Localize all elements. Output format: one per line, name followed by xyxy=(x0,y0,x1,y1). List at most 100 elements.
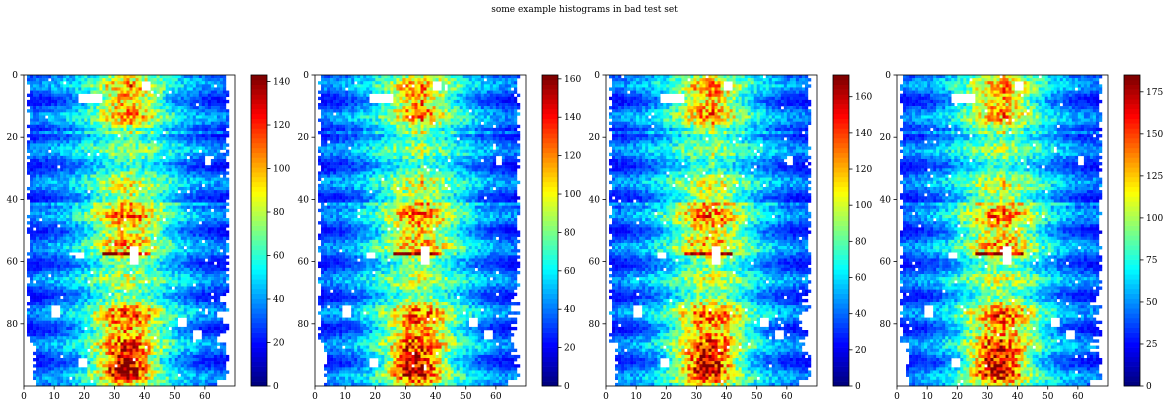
heatmap-cell xyxy=(217,103,220,106)
heatmap-cell xyxy=(181,218,184,221)
heatmap-cell xyxy=(72,290,75,293)
heatmap-cell xyxy=(205,175,208,178)
heatmap-cell xyxy=(60,147,63,150)
heatmap-cell xyxy=(99,311,102,314)
heatmap-cell xyxy=(172,215,175,218)
heatmap-cell xyxy=(169,268,172,271)
heatmap-cell xyxy=(57,231,60,234)
heatmap-cell xyxy=(133,221,136,224)
heatmap-cell xyxy=(220,240,223,243)
heatmap-cell xyxy=(69,311,72,314)
heatmap-cell xyxy=(96,215,99,218)
heatmap-cell xyxy=(226,134,229,137)
heatmap-cell xyxy=(96,178,99,181)
heatmap-cell xyxy=(154,308,157,311)
heatmap-cell xyxy=(178,178,181,181)
heatmap-cell xyxy=(151,78,154,81)
heatmap-cell xyxy=(226,131,229,134)
heatmap-cell xyxy=(57,268,60,271)
heatmap-cell xyxy=(39,280,42,283)
heatmap-cell xyxy=(48,143,51,146)
heatmap-cell xyxy=(54,277,57,280)
heatmap-cell xyxy=(30,112,33,115)
heatmap-cell xyxy=(178,78,181,81)
heatmap-cell xyxy=(30,293,33,296)
heatmap-cell xyxy=(111,246,114,249)
heatmap-cell xyxy=(108,134,111,137)
heatmap-cell xyxy=(87,286,90,289)
heatmap-cell xyxy=(60,212,63,215)
heatmap-cell xyxy=(126,137,129,140)
heatmap-cell xyxy=(217,168,220,171)
heatmap-cell xyxy=(63,181,66,184)
heatmap-cell xyxy=(33,97,36,100)
heatmap-cell xyxy=(63,94,66,97)
heatmap-cell xyxy=(84,215,87,218)
heatmap-cell xyxy=(81,283,84,286)
heatmap-cell xyxy=(54,75,57,78)
heatmap-cell xyxy=(142,274,145,277)
heatmap-cell xyxy=(220,184,223,187)
heatmap-cell xyxy=(123,131,126,134)
heatmap-cell xyxy=(157,221,160,224)
heatmap-cell xyxy=(136,125,139,128)
heatmap-cell xyxy=(96,181,99,184)
heatmap-cell xyxy=(190,137,193,140)
heatmap-cell xyxy=(133,78,136,81)
heatmap-cell xyxy=(193,209,196,212)
heatmap-cell xyxy=(90,159,93,162)
heatmap-cell xyxy=(196,196,199,199)
heatmap-cell xyxy=(172,78,175,81)
heatmap-cell xyxy=(51,165,54,168)
heatmap-cell xyxy=(27,196,30,199)
heatmap-cell xyxy=(205,215,208,218)
heatmap-cell xyxy=(84,162,87,165)
heatmap-cell xyxy=(126,305,129,308)
heatmap-cell xyxy=(205,103,208,106)
heatmap-cell xyxy=(54,296,57,299)
heatmap-cell xyxy=(60,97,63,100)
heatmap-cell xyxy=(114,97,117,100)
heatmap-cell xyxy=(111,277,114,280)
heatmap-cell xyxy=(223,91,226,94)
heatmap-cell xyxy=(202,311,205,314)
heatmap-cell xyxy=(163,147,166,150)
heatmap-cell xyxy=(111,212,114,215)
heatmap-cell xyxy=(42,246,45,249)
heatmap-cell xyxy=(126,181,129,184)
heatmap-cell xyxy=(120,299,123,302)
heatmap-cell xyxy=(217,305,220,308)
heatmap-cell xyxy=(130,100,133,103)
heatmap-cell xyxy=(105,308,108,311)
heatmap-cell xyxy=(166,100,169,103)
heatmap-cell xyxy=(214,75,217,78)
heatmap-cell xyxy=(169,153,172,156)
heatmap-cell xyxy=(136,143,139,146)
heatmap-cell xyxy=(84,171,87,174)
heatmap-cell xyxy=(57,87,60,90)
heatmap-cell xyxy=(184,237,187,240)
heatmap-cell xyxy=(45,184,48,187)
heatmap-cell xyxy=(27,162,30,165)
heatmap-cell xyxy=(30,91,33,94)
heatmap-cell xyxy=(166,314,169,317)
heatmap-cell xyxy=(184,168,187,171)
heatmap-cell xyxy=(102,209,105,212)
heatmap-cell xyxy=(220,106,223,109)
heatmap-cell xyxy=(111,231,114,234)
heatmap-cell xyxy=(145,125,148,128)
heatmap-cell xyxy=(154,94,157,97)
heatmap-cell xyxy=(142,221,145,224)
heatmap-cell xyxy=(117,296,120,299)
heatmap-cell xyxy=(102,162,105,165)
heatmap-cell xyxy=(30,171,33,174)
heatmap-cell xyxy=(139,106,142,109)
heatmap-cell xyxy=(66,165,69,168)
heatmap-cell xyxy=(48,280,51,283)
heatmap-cell xyxy=(78,299,81,302)
heatmap-cell xyxy=(81,153,84,156)
heatmap-cell xyxy=(78,140,81,143)
heatmap-cell xyxy=(205,97,208,100)
heatmap-cell xyxy=(90,81,93,84)
heatmap-cell xyxy=(211,265,214,268)
